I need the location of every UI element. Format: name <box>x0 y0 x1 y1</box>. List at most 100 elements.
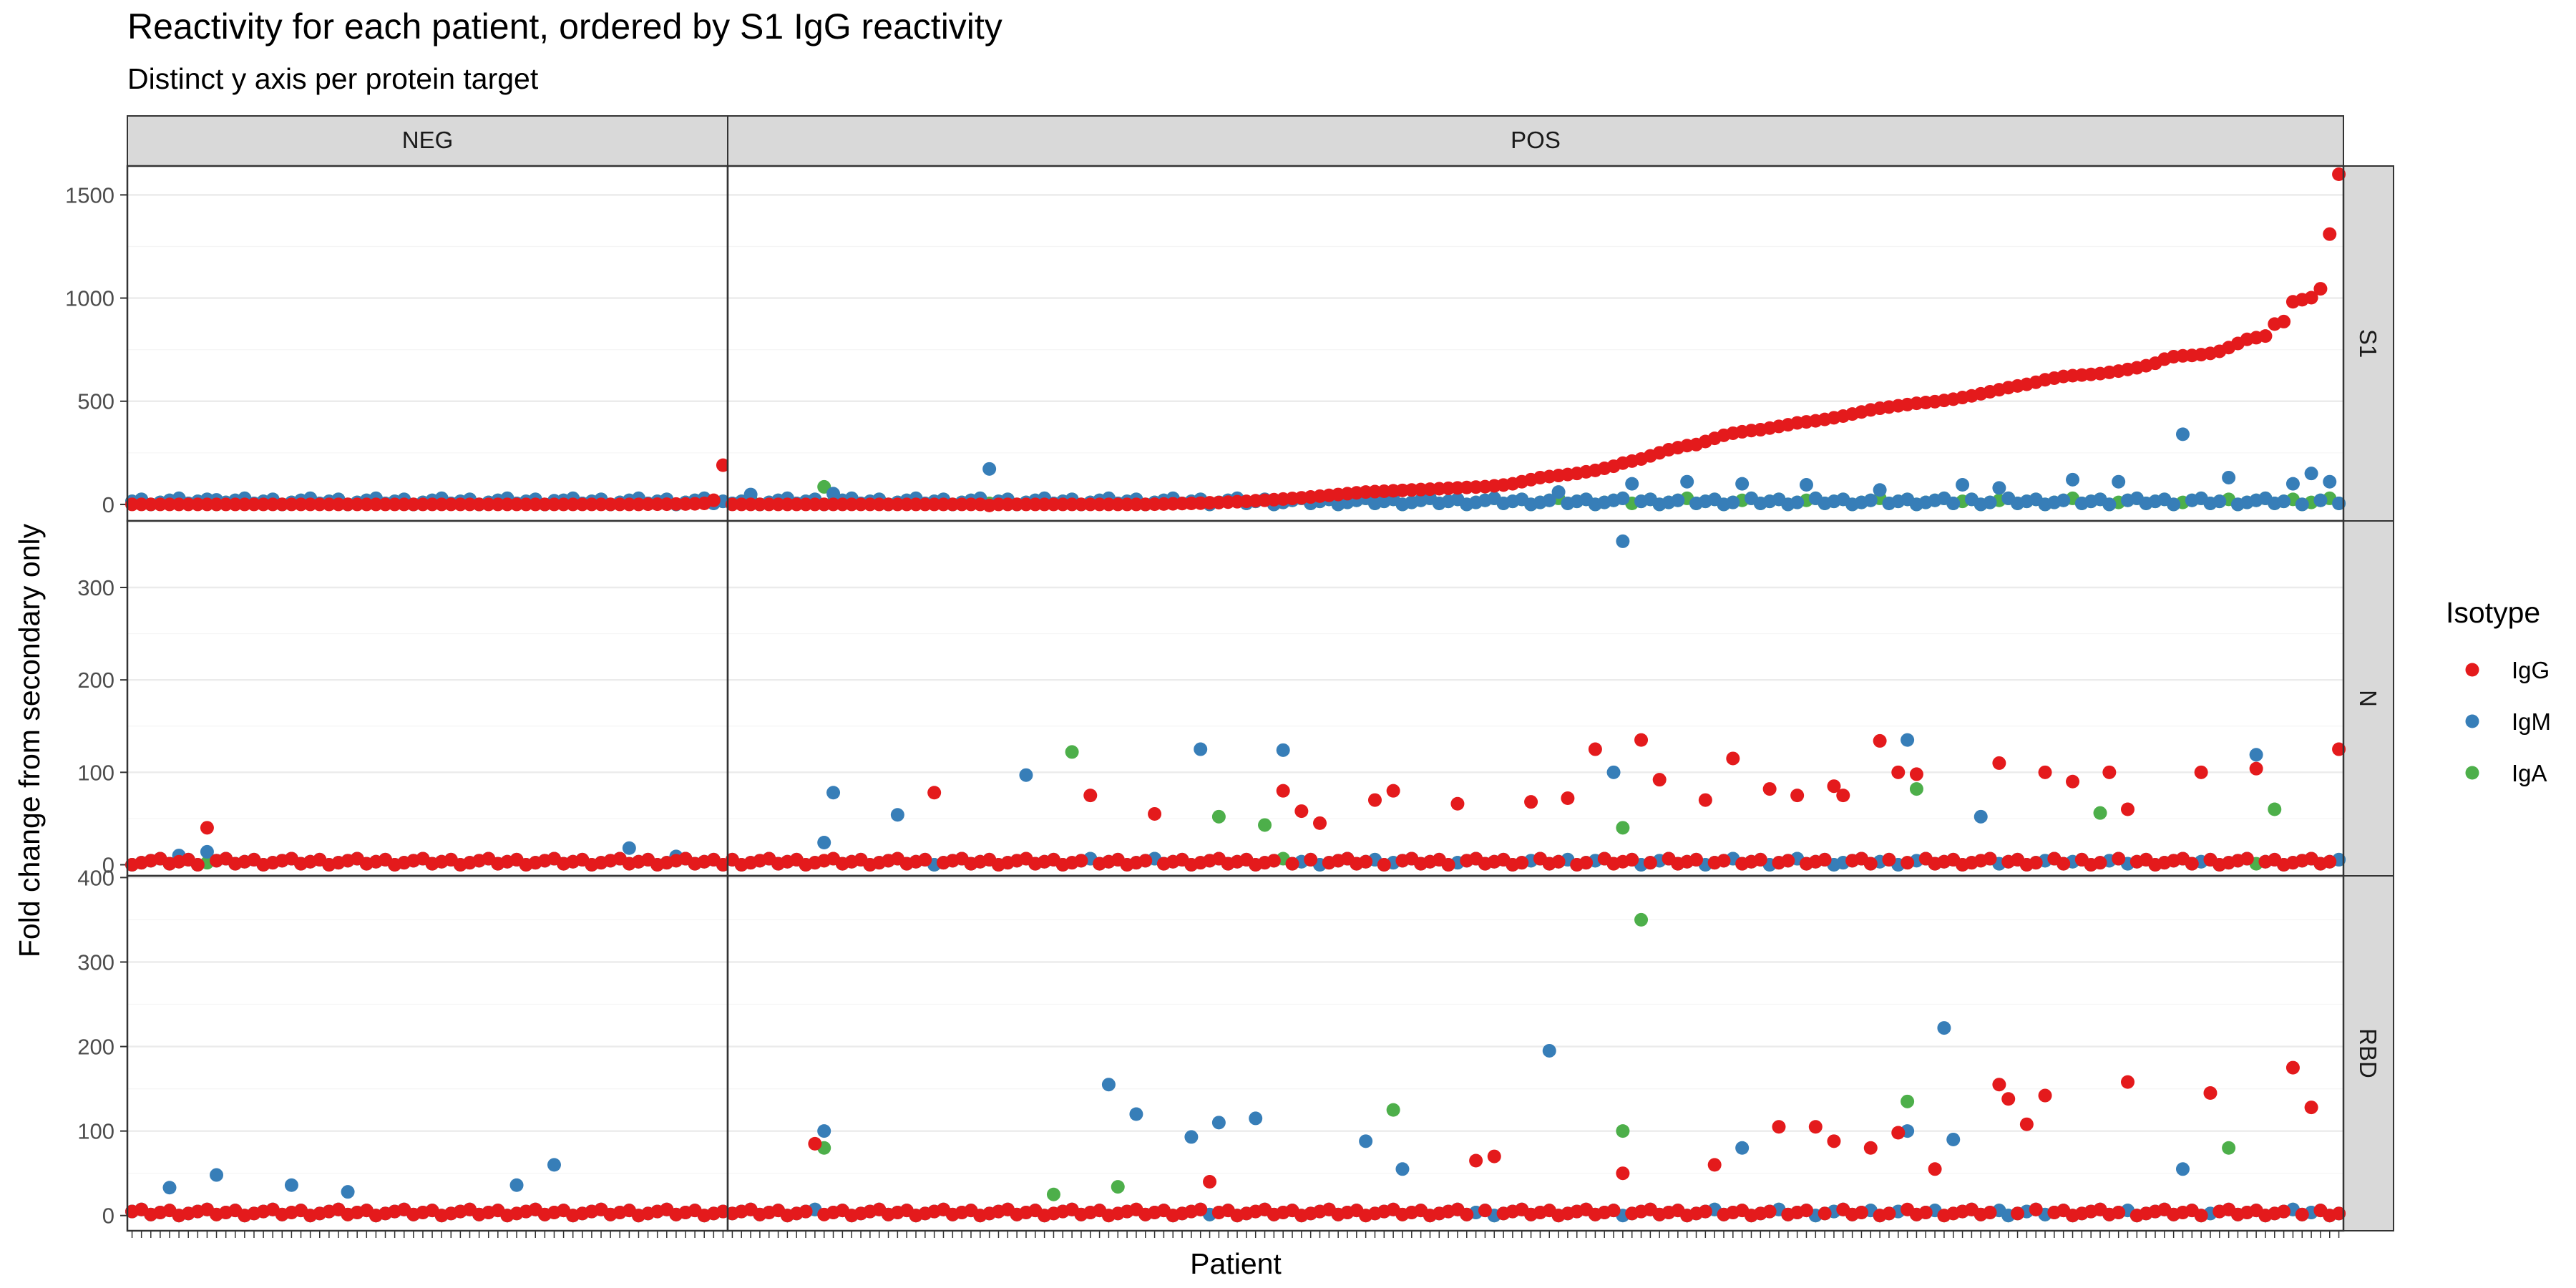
data-point-igm <box>2057 493 2071 507</box>
data-point-igg <box>1625 852 1639 867</box>
data-point-igm <box>1992 481 2006 495</box>
data-point-iga <box>1909 782 1923 796</box>
panel-background <box>728 166 2343 521</box>
data-point-igg <box>1717 854 1731 868</box>
data-point-iga <box>1046 1187 1060 1201</box>
data-point-igg <box>1478 1204 1492 1218</box>
data-point-igg <box>2029 856 2043 870</box>
data-point-igg <box>491 497 505 512</box>
data-point-igg <box>284 497 298 512</box>
data-point-iga <box>1211 809 1226 824</box>
data-point-igm <box>1873 483 1887 497</box>
data-point-igm <box>1735 477 1750 491</box>
data-point-igg <box>500 497 514 512</box>
data-point-igg <box>341 497 355 512</box>
data-point-igm <box>2313 493 2328 507</box>
data-point-igm <box>622 841 636 855</box>
data-point-igg <box>1854 1205 1868 1219</box>
data-point-igm <box>1726 495 1740 509</box>
data-point-igm <box>890 808 904 822</box>
data-point-igg <box>603 497 618 512</box>
data-point-igg <box>1616 1166 1630 1181</box>
data-point-igm <box>982 462 997 476</box>
data-point-igm <box>1946 1132 1961 1146</box>
data-point-igg <box>397 497 411 512</box>
data-point-igm <box>2249 748 2263 762</box>
data-point-igg <box>918 852 932 867</box>
data-point-igg <box>331 497 346 512</box>
data-point-igg <box>322 497 336 512</box>
data-point-igg <box>1836 789 1850 803</box>
data-point-igg <box>594 497 608 512</box>
data-point-igg <box>1827 779 1841 794</box>
data-point-igg <box>1827 1134 1841 1148</box>
data-point-igg <box>2249 761 2263 776</box>
data-point-igg <box>190 858 205 872</box>
data-point-igm <box>743 487 758 502</box>
data-point-igm <box>162 1181 177 1195</box>
legend: Isotype IgG IgM IgA <box>2446 596 2551 786</box>
facet-strip-label-neg: NEG <box>402 127 454 153</box>
data-point-igg <box>575 497 590 512</box>
data-point-igg <box>2194 1209 2208 1223</box>
data-point-igg <box>716 458 730 472</box>
data-point-igm <box>1799 478 1813 492</box>
data-point-igm <box>1616 491 1630 505</box>
data-point-igg <box>1762 1204 1777 1219</box>
data-point-igg <box>2038 1088 2052 1103</box>
data-point-igg <box>2258 329 2273 343</box>
data-point-igm <box>1671 493 1685 507</box>
data-point-igg <box>313 497 327 512</box>
data-point-igm <box>1956 478 1970 492</box>
data-point-igg <box>1799 1204 1813 1218</box>
data-point-igg <box>1487 1149 1501 1163</box>
facet-strip-n <box>2343 520 2394 877</box>
data-point-igg <box>406 497 421 512</box>
data-point-iga <box>1065 745 1079 759</box>
data-point-igm <box>2332 497 2346 511</box>
data-point-igg <box>2277 314 2291 328</box>
data-point-igm <box>1249 1111 1263 1126</box>
data-point-igg <box>1606 1204 1621 1218</box>
data-point-igg <box>416 497 430 512</box>
data-point-igg <box>519 497 533 512</box>
data-point-igm <box>1359 1134 1373 1148</box>
data-point-igg <box>265 497 280 512</box>
data-point-igg <box>2295 1207 2309 1221</box>
data-point-igg <box>1863 857 1878 871</box>
data-point-igm <box>1194 742 1208 756</box>
data-point-igg <box>1818 852 1832 867</box>
data-point-igg <box>1882 852 1896 867</box>
data-point-igg <box>369 497 383 512</box>
data-point-igm <box>1983 495 1997 509</box>
panel-background <box>127 166 728 521</box>
data-point-igm <box>1184 1130 1199 1144</box>
data-point-igg <box>2194 765 2208 779</box>
panel-background <box>728 876 2343 1231</box>
data-point-igg <box>808 1136 822 1151</box>
data-point-igm <box>1542 1043 1556 1058</box>
legend-title: Isotype <box>2446 596 2540 629</box>
data-point-igg <box>219 497 233 512</box>
data-point-igm <box>2175 1162 2190 1176</box>
data-point-igg <box>537 497 552 512</box>
data-point-igg <box>472 497 487 512</box>
data-point-igm <box>1101 1078 1116 1092</box>
data-point-igg <box>388 497 402 512</box>
data-point-igm <box>2212 494 2227 509</box>
data-point-igg <box>1460 1207 1474 1221</box>
data-point-igg <box>200 497 214 512</box>
data-point-igg <box>1909 767 1923 781</box>
data-point-igg <box>1588 742 1602 756</box>
data-point-igg <box>228 497 243 512</box>
data-point-igg <box>1386 784 1400 798</box>
data-point-igm <box>1019 768 1033 782</box>
data-point-igg <box>453 497 467 512</box>
data-point-igm <box>1790 495 1805 509</box>
data-point-igg <box>566 497 580 512</box>
data-point-igg <box>1083 789 1098 803</box>
data-point-iga <box>1901 1094 1915 1108</box>
legend-key-igm <box>2465 714 2479 728</box>
facet-strip-label-n: N <box>2355 690 2381 707</box>
data-point-igm <box>1542 493 1556 507</box>
